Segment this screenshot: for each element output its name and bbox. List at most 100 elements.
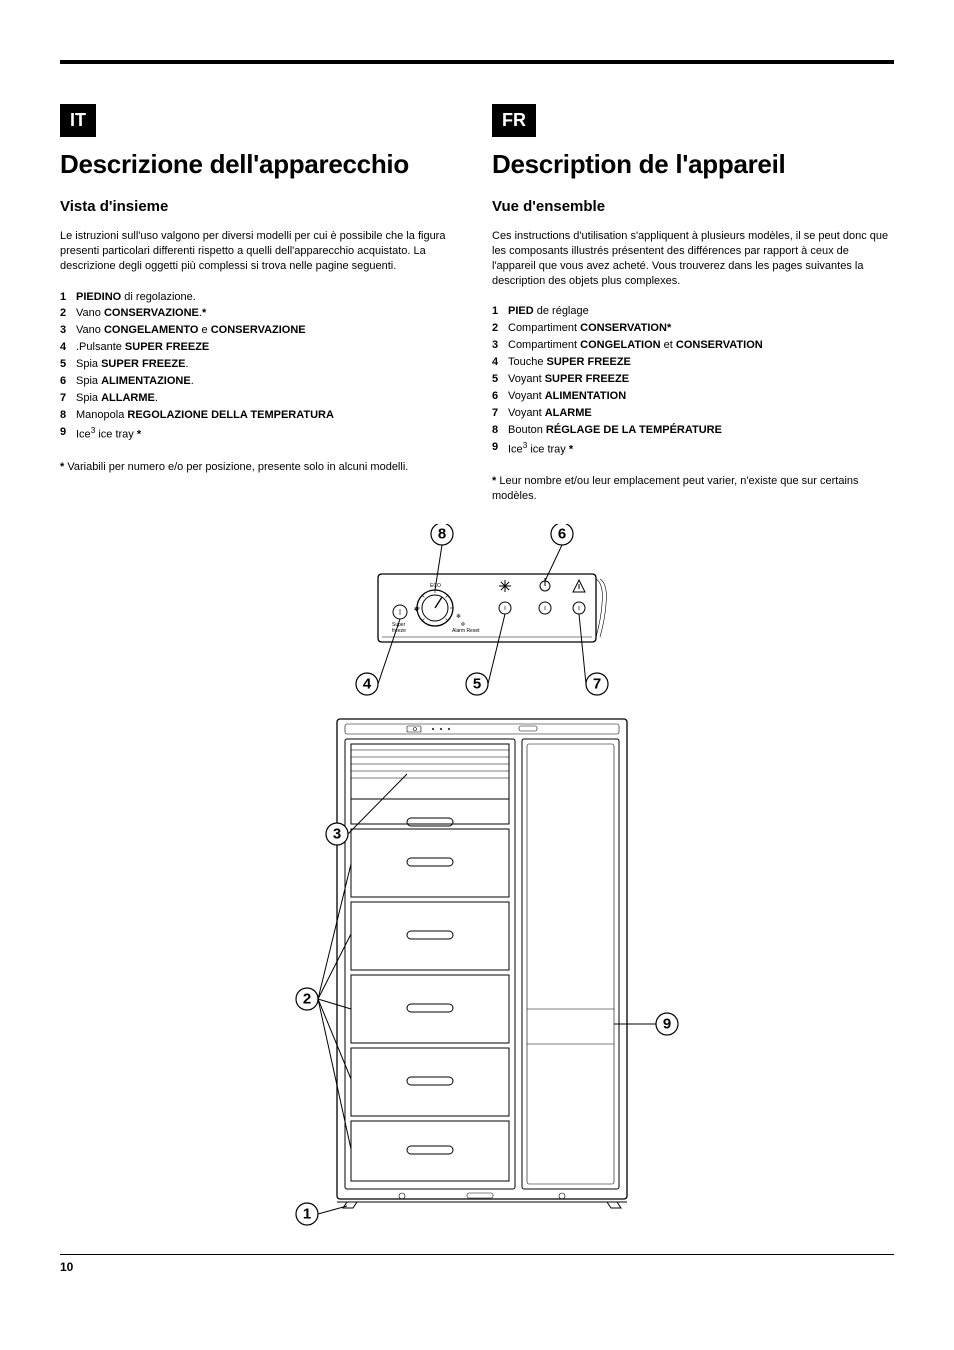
- item-number: 4: [60, 340, 76, 356]
- item-text: Voyant ALARME: [508, 406, 894, 422]
- label-alarm: Alarm Reset: [452, 628, 480, 634]
- leader-lines: [318, 545, 656, 1214]
- item-number: 4: [492, 355, 508, 371]
- item-text: Manopola REGOLAZIONE DELLA TEMPERATURA: [76, 408, 462, 424]
- callout-9: 9: [656, 1013, 678, 1035]
- drawer: [351, 1048, 509, 1116]
- item-number: 9: [492, 440, 508, 459]
- svg-text:✽: ✽: [414, 606, 419, 613]
- item-number: 3: [60, 323, 76, 339]
- item-number: 1: [60, 290, 76, 306]
- control-panel: Super freeze: [378, 574, 606, 642]
- two-column-layout: IT Descrizione dell'apparecchio Vista d'…: [60, 104, 894, 504]
- item-number: 8: [60, 408, 76, 424]
- appliance-diagram: Super freeze: [247, 524, 707, 1244]
- snowflake-icon: [499, 580, 511, 592]
- item-text: Vano CONSERVAZIONE.*: [76, 306, 462, 322]
- svg-text:1: 1: [303, 1206, 311, 1223]
- parts-list-item: 8Manopola REGOLAZIONE DELLA TEMPERATURA: [60, 408, 462, 424]
- parts-list-item: 4.Pulsante SUPER FREEZE: [60, 340, 462, 356]
- item-text: Ice3 ice tray *: [76, 425, 462, 444]
- subtitle-fr: Vue d'ensemble: [492, 198, 894, 215]
- item-text: Bouton RÉGLAGE DE LA TEMPÉRATURE: [508, 423, 894, 439]
- item-number: 3: [492, 338, 508, 354]
- parts-list-item: 4Touche SUPER FREEZE: [492, 355, 894, 371]
- parts-list-item: 5Spia SUPER FREEZE.: [60, 357, 462, 373]
- item-text: Compartiment CONSERVATION*: [508, 321, 894, 337]
- parts-list-item: 7Spia ALLARME.: [60, 391, 462, 407]
- item-text: Spia ALIMENTAZIONE.: [76, 374, 462, 390]
- compartment-3: [351, 744, 509, 826]
- parts-list-item: 8Bouton RÉGLAGE DE LA TEMPÉRATURE: [492, 423, 894, 439]
- parts-list-it: 1PIEDINO di regolazione.2Vano CONSERVAZI…: [60, 290, 462, 444]
- callout-1: 1: [296, 1203, 318, 1225]
- item-number: 6: [60, 374, 76, 390]
- item-number: 1: [492, 304, 508, 320]
- item-text: .Pulsante SUPER FREEZE: [76, 340, 462, 356]
- item-text: Vano CONGELAMENTO e CONSERVAZIONE: [76, 323, 462, 339]
- lang-badge-it: IT: [60, 104, 96, 137]
- parts-list-item: 2Compartiment CONSERVATION*: [492, 321, 894, 337]
- parts-list-item: 1PIEDINO di regolazione.: [60, 290, 462, 306]
- page-number: 10: [60, 1254, 894, 1274]
- svg-text:❄: ❄: [456, 613, 461, 620]
- parts-list-item: 6Spia ALIMENTAZIONE.: [60, 374, 462, 390]
- svg-text:9: 9: [663, 1016, 671, 1033]
- title-fr: Description de l'appareil: [492, 149, 894, 180]
- item-text: PIEDINO di regolazione.: [76, 290, 462, 306]
- subtitle-it: Vista d'insieme: [60, 198, 462, 215]
- drawer: [351, 975, 509, 1043]
- item-text: Voyant SUPER FREEZE: [508, 372, 894, 388]
- footnote-it: * Variabili per numero e/o per posizione…: [60, 460, 462, 475]
- item-number: 5: [60, 357, 76, 373]
- freezer-body: [337, 719, 627, 1208]
- item-text: Touche SUPER FREEZE: [508, 355, 894, 371]
- item-text: Spia ALLARME.: [76, 391, 462, 407]
- callout-2: 2: [296, 988, 318, 1010]
- callout-5: 5: [466, 673, 488, 695]
- svg-text:5: 5: [473, 676, 481, 693]
- column-it: IT Descrizione dell'apparecchio Vista d'…: [60, 104, 462, 504]
- callout-7: 7: [586, 673, 608, 695]
- callouts: 1 2 3 4 5 6 7 8 9: [296, 524, 678, 1225]
- item-text: PIED de réglage: [508, 304, 894, 320]
- parts-list-item: 5Voyant SUPER FREEZE: [492, 372, 894, 388]
- lang-badge-fr: FR: [492, 104, 536, 137]
- item-number: 7: [492, 406, 508, 422]
- drawer: [351, 829, 509, 897]
- manual-page: IT Descrizione dell'apparecchio Vista d'…: [0, 0, 954, 1304]
- item-number: 2: [492, 321, 508, 337]
- parts-list-item: 9Ice3 ice tray *: [60, 425, 462, 444]
- callout-3: 3: [326, 823, 348, 845]
- svg-text:3: 3: [333, 826, 341, 843]
- item-text: Spia SUPER FREEZE.: [76, 357, 462, 373]
- item-number: 8: [492, 423, 508, 439]
- diagram-area: Super freeze: [60, 524, 894, 1244]
- parts-list-fr: 1PIED de réglage2Compartiment CONSERVATI…: [492, 304, 894, 458]
- title-it: Descrizione dell'apparecchio: [60, 149, 462, 180]
- item-number: 2: [60, 306, 76, 322]
- item-text: Ice3 ice tray *: [508, 440, 894, 459]
- item-number: 5: [492, 372, 508, 388]
- drawers: [351, 829, 509, 1181]
- callout-4: 4: [356, 673, 378, 695]
- callout-6: 6: [551, 524, 573, 545]
- parts-list-item: 3Compartiment CONGELATION et CONSERVATIO…: [492, 338, 894, 354]
- callout-8: 8: [431, 524, 453, 545]
- svg-text:4: 4: [363, 676, 372, 693]
- parts-list-item: 3Vano CONGELAMENTO e CONSERVAZIONE: [60, 323, 462, 339]
- parts-list-item: 6Voyant ALIMENTATION: [492, 389, 894, 405]
- intro-it: Le istruzioni sull'uso valgono per diver…: [60, 229, 462, 274]
- intro-fr: Ces instructions d'utilisation s'appliqu…: [492, 229, 894, 288]
- item-number: 7: [60, 391, 76, 407]
- drawer: [351, 1121, 509, 1181]
- svg-text:6: 6: [558, 526, 566, 543]
- item-text: Voyant ALIMENTATION: [508, 389, 894, 405]
- drawer: [351, 902, 509, 970]
- column-fr: FR Description de l'appareil Vue d'ensem…: [492, 104, 894, 504]
- item-number: 6: [492, 389, 508, 405]
- label-freeze: freeze: [392, 628, 406, 634]
- alarm-icon: [573, 580, 585, 592]
- item-number: 9: [60, 425, 76, 444]
- footnote-fr: * Leur nombre et/ou leur emplacement peu…: [492, 474, 894, 504]
